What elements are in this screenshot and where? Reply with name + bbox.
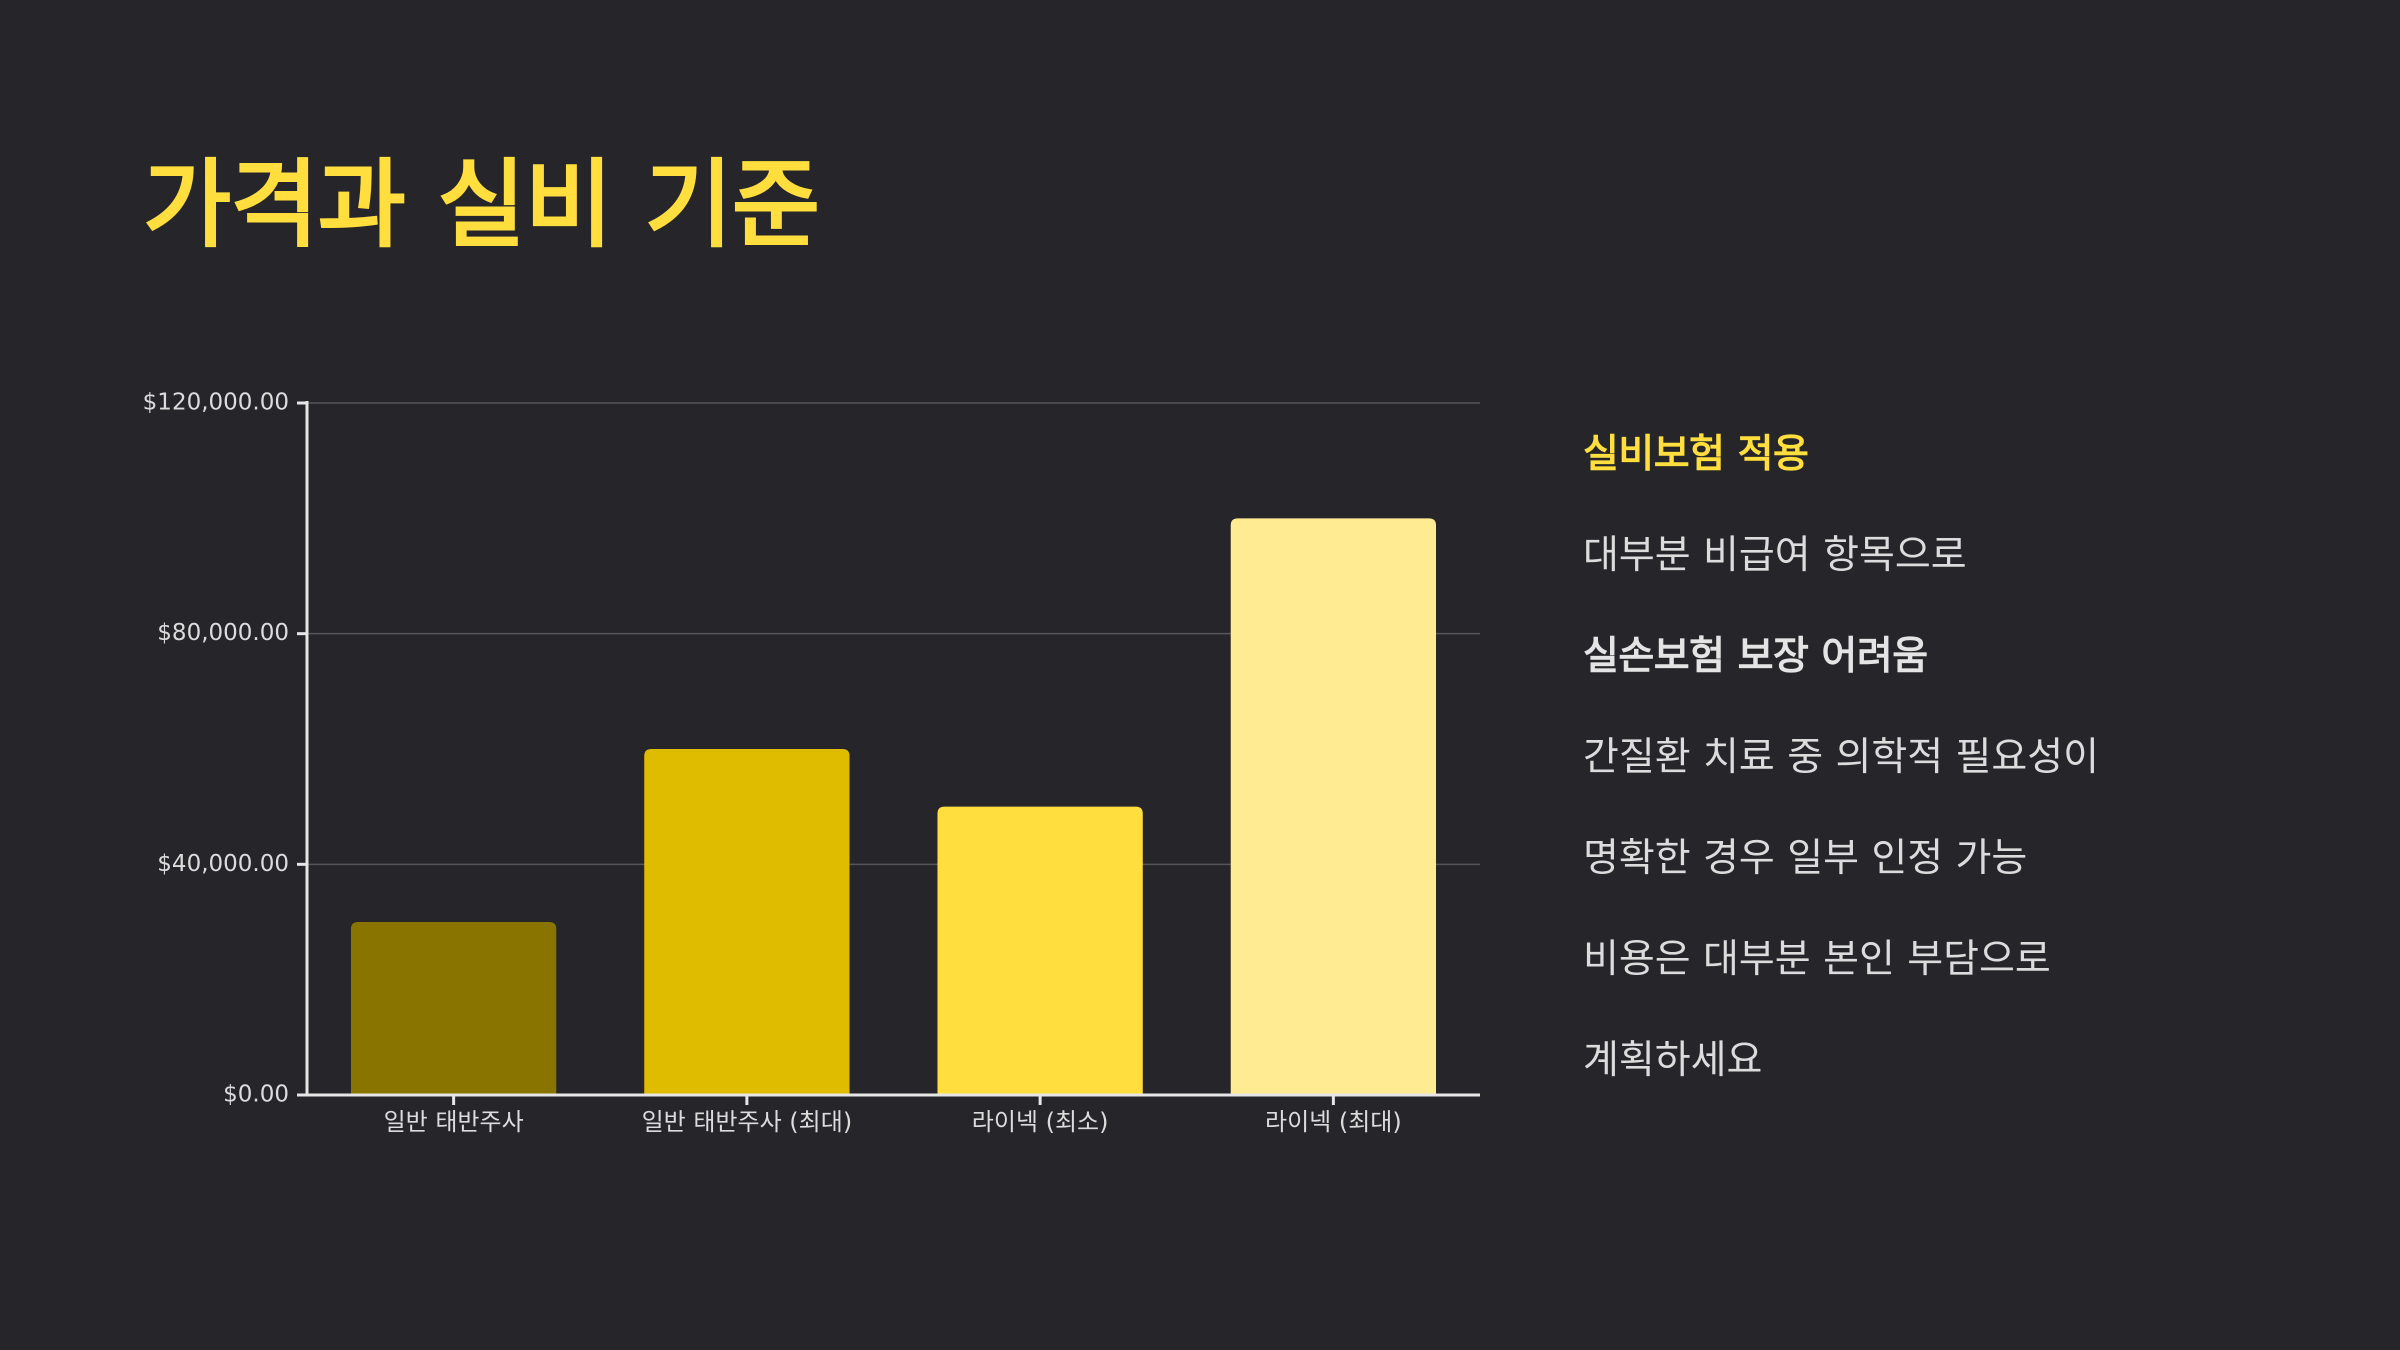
bar bbox=[644, 749, 850, 1095]
y-tick-label: $80,000.00 bbox=[157, 620, 289, 646]
side-panel-line: 실손보험 보장 어려움 bbox=[1583, 634, 1928, 679]
bar bbox=[350, 922, 557, 1095]
x-tick-label: 일반 태반주사 bbox=[384, 1108, 524, 1136]
side-panel-line: 대부분 비급여 항목으로 bbox=[1583, 533, 1967, 578]
side-panel-line: 명확한 경우 일부 인정 가능 bbox=[1583, 836, 2028, 881]
y-tick-label: $120,000.00 bbox=[143, 390, 289, 416]
x-tick-label: 라이넥 (최대) bbox=[1265, 1108, 1402, 1136]
y-tick-label: $40,000.00 bbox=[157, 851, 289, 877]
side-panel-line: 간질환 치료 중 의학적 필요성이 bbox=[1583, 735, 2100, 780]
bars bbox=[350, 518, 1437, 1095]
slide-title: 가격과 실비 기준 bbox=[143, 149, 820, 261]
x-tick-label: 일반 태반주사 (최대) bbox=[642, 1108, 853, 1136]
side-panel-line: 비용은 대부분 본인 부담으로 bbox=[1583, 937, 2051, 982]
side-panel-line: 계획하세요 bbox=[1583, 1038, 1763, 1083]
bar bbox=[1230, 518, 1437, 1095]
x-tick-label: 라이넥 (최소) bbox=[972, 1108, 1109, 1136]
side-panel-heading: 실비보험 적용 bbox=[1583, 432, 1809, 477]
tick-labels: $0.00 $40,000.00 $80,000.00 $120,000.00 일반 태… bbox=[143, 390, 1402, 1137]
bar-chart: $0.00 $40,000.00 $80,000.00 $120,000.00 일반 태… bbox=[143, 390, 1480, 1137]
axes bbox=[297, 401, 1480, 1105]
y-tick-label: $0.00 bbox=[223, 1082, 289, 1108]
bar bbox=[937, 806, 1143, 1095]
